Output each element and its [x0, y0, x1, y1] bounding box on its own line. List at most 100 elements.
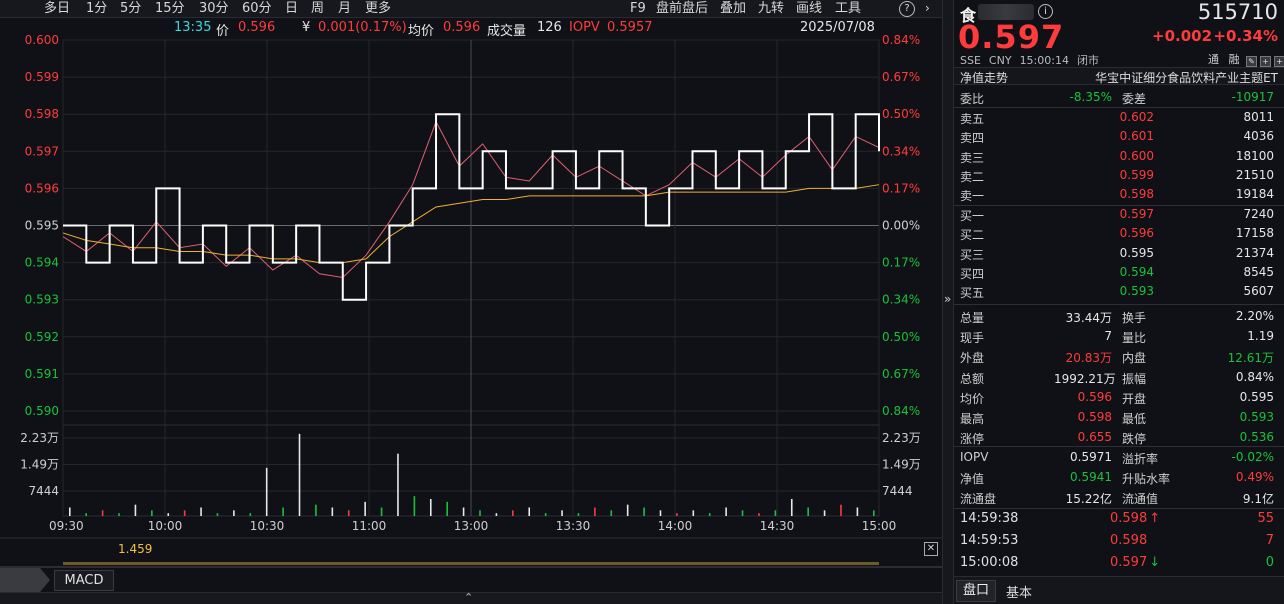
stat-value: 0.536 [1239, 430, 1274, 445]
bid-label: 买三 [960, 247, 985, 262]
period-more[interactable]: 更多 [365, 1, 392, 16]
bid-row[interactable]: 买三 0.595 21374 [954, 244, 1284, 263]
crosshair-info-bar: 13:35 价 0.596 ¥ 0.001(0.17%) 均价 0.596 成交… [0, 19, 942, 39]
volume-bar [610, 510, 613, 516]
f9-button[interactable]: F9 [630, 1, 646, 16]
stat-label: 跌停 [1122, 432, 1147, 447]
td-sequential-button[interactable]: 九转 [758, 1, 785, 16]
trade-price: 0.598 [1110, 533, 1148, 548]
nav-trend-label[interactable]: 净值走势 [960, 71, 1009, 85]
ask-price: 0.602 [1119, 110, 1154, 124]
ask-row[interactable]: 卖三 0.600 18100 [954, 147, 1284, 166]
bid-row[interactable]: 买一 0.597 7240 [954, 205, 1284, 224]
period-1min[interactable]: 1分 [86, 1, 108, 16]
nav-row[interactable]: 净值走势 华宝中证细分食品饮料产业主题ET [954, 67, 1284, 85]
ask-row[interactable]: 卖二 0.599 21510 [954, 166, 1284, 185]
x-tick-label: 10:00 [148, 519, 183, 533]
chevron-up-icon[interactable]: ⌃ [464, 591, 474, 604]
period-day[interactable]: 日 [285, 1, 299, 16]
ask-volume: 8011 [1243, 110, 1274, 124]
chevron-right-icon[interactable]: » [944, 292, 952, 306]
volume-bar [183, 510, 186, 516]
tab-order-book[interactable]: 盘口 [956, 580, 996, 602]
divider [954, 107, 1284, 108]
panel-splitter[interactable] [942, 0, 954, 604]
change-label: ¥ [302, 20, 311, 35]
macd-value: 1.459 [118, 542, 153, 556]
volume-bar [626, 504, 629, 516]
info-icon[interactable]: i [1038, 4, 1053, 19]
stock-flags: 通 融 ✎ + + [1208, 51, 1284, 67]
stat-label: 升贴水率 [1122, 472, 1171, 487]
fund-full-name: 华宝中证细分食品饮料产业主题ET [1095, 71, 1278, 85]
trade-volume: 55 [1257, 511, 1274, 526]
stat-row: 现手 7 量比 1.19 [954, 327, 1284, 346]
add-icon[interactable]: + [1260, 56, 1271, 67]
stat-label: 总额 [960, 371, 985, 386]
period-5min[interactable]: 5分 [120, 1, 142, 16]
chevron-right-icon[interactable]: › [925, 1, 930, 15]
bid-volume: 8545 [1243, 264, 1274, 279]
ask-row[interactable]: 卖五 0.602 8011 [954, 108, 1284, 127]
x-tick-label: 14:30 [760, 519, 795, 533]
cursor-avg: 0.596 [443, 20, 481, 35]
bid-price: 0.597 [1119, 207, 1154, 221]
bid-row[interactable]: 买二 0.596 17158 [954, 224, 1284, 243]
stock-name-redacted [978, 4, 1034, 20]
bid-price: 0.596 [1119, 226, 1154, 241]
tab-macd[interactable]: MACD [54, 570, 114, 591]
volume-bar [167, 513, 170, 516]
y-tick-label: 0.595 [25, 219, 59, 233]
ask-label: 卖一 [960, 189, 985, 204]
trade-price: 0.597 ↓ [1110, 555, 1161, 570]
stat-label: 量比 [1122, 331, 1147, 346]
bid-row[interactable]: 买四 0.594 8545 [954, 263, 1284, 282]
price-change: +0.002 [1152, 27, 1213, 45]
pct-tick-label: 0.50% [882, 330, 920, 344]
volume-bar [216, 513, 219, 516]
stat-label: 涨停 [960, 432, 985, 447]
stat-label: 换手 [1122, 311, 1147, 325]
trade-price: 0.598 ↑ [1110, 511, 1161, 526]
period-week[interactable]: 周 [311, 1, 325, 16]
edit-icon[interactable]: ✎ [1246, 56, 1257, 67]
ask-row[interactable]: 卖四 0.601 4036 [954, 127, 1284, 146]
tools-button[interactable]: 工具 [835, 1, 862, 16]
volume-bar [118, 513, 120, 516]
period-30min[interactable]: 30分 [199, 1, 229, 16]
bottom-strip [0, 592, 942, 604]
bid-price: 0.594 [1119, 264, 1154, 279]
stat-label: 净值 [960, 472, 985, 487]
weicha-value: -10917 [1231, 90, 1274, 104]
period-multiday[interactable]: 多日 [44, 1, 71, 16]
volume-bar [758, 513, 760, 516]
bid-row[interactable]: 买五 0.593 5607 [954, 282, 1284, 301]
volume-bar [85, 513, 88, 516]
volume-tick-label-right: 2.23万 [882, 431, 921, 445]
period-15min[interactable]: 15分 [155, 1, 185, 16]
exchange: SSE [960, 54, 981, 67]
volume-bar [69, 507, 71, 516]
weibi-value: -8.35% [1069, 90, 1112, 104]
volume-bar [676, 513, 678, 516]
volume-bar [233, 510, 235, 516]
bid-label: 买五 [960, 286, 985, 301]
period-60min[interactable]: 60分 [242, 1, 272, 16]
tab-basic[interactable]: 基本 [1006, 586, 1033, 601]
close-icon[interactable]: ✕ [924, 542, 938, 556]
trade-time: 14:59:38 [960, 511, 1019, 526]
overlay-button[interactable]: 叠加 [720, 1, 747, 16]
premarket-button[interactable]: 盘前盘后 [656, 1, 709, 16]
price-change-pct: +0.34% [1213, 27, 1278, 45]
period-month[interactable]: 月 [338, 1, 352, 16]
stat-label: 现手 [960, 331, 985, 346]
question-icon[interactable]: ? [899, 1, 915, 17]
draw-line-button[interactable]: 画线 [796, 1, 823, 16]
cursor-iopv: 0.5957 [607, 20, 653, 35]
plus-icon[interactable]: + [1274, 56, 1284, 67]
ask-row[interactable]: 卖一 0.598 19184 [954, 185, 1284, 204]
stat-row: 总量 33.44万 换手 2.20% [954, 307, 1284, 326]
y-tick-label: 0.590 [25, 404, 59, 418]
intraday-chart[interactable]: 0.600 0.599 0.598 0.597 0.596 0.595 0.594 0.593… [0, 0, 942, 604]
volume-bar [380, 507, 383, 516]
